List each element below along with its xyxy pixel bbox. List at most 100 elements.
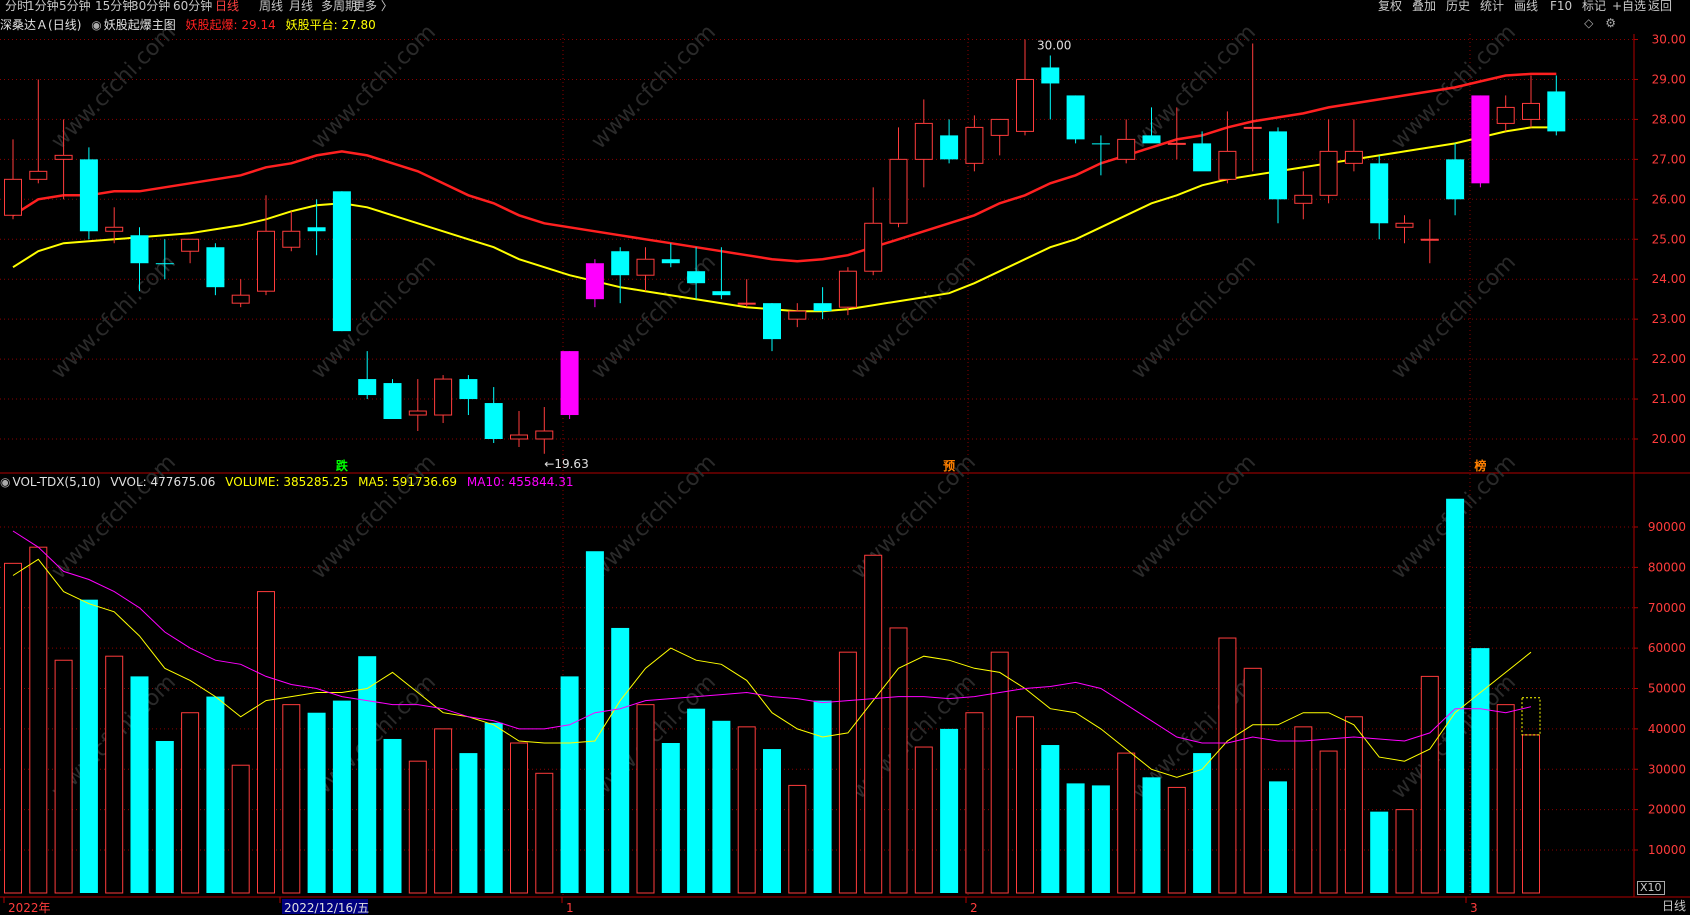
- volume-bar: [4, 562, 22, 894]
- period-label: (日线): [48, 18, 82, 32]
- toolbar-item[interactable]: 30分钟: [131, 0, 171, 13]
- candle: [257, 195, 275, 296]
- candle-body: [231, 294, 250, 304]
- candle: [1041, 55, 1060, 120]
- candle: [383, 379, 402, 420]
- toolbar-item[interactable]: 60分钟: [173, 0, 213, 13]
- signal-marker: 榜: [1474, 458, 1486, 473]
- ma5-line: [12, 558, 1532, 778]
- price-y-tick-label: 25.00: [1652, 232, 1686, 246]
- candle: [54, 119, 73, 200]
- candle-body: [1218, 150, 1237, 180]
- candle: [585, 259, 604, 308]
- volume-y-tick-label: 90000: [1648, 520, 1686, 534]
- candle-body: [940, 135, 959, 160]
- volume-y-tick-label: 10000: [1648, 843, 1686, 857]
- volume-panel: [4, 498, 1541, 894]
- x-tick-label: 3: [1470, 901, 1478, 915]
- candle: [1243, 43, 1262, 172]
- toolbar-item[interactable]: 历史: [1446, 0, 1471, 13]
- volume-y-tick-label: 40000: [1648, 722, 1686, 736]
- candle: [864, 187, 883, 276]
- volume-bar: [687, 708, 706, 893]
- toolbar-item[interactable]: +自选: [1612, 0, 1647, 13]
- candle-body: [459, 379, 478, 400]
- volume-bar: [712, 720, 731, 893]
- candle-body: [1344, 150, 1363, 164]
- candle-body: [1420, 238, 1439, 241]
- toolbar-item[interactable]: 日线: [215, 0, 240, 13]
- candle-body: [838, 270, 857, 308]
- toolbar-item[interactable]: 多周期: [321, 0, 358, 13]
- volume-bar: [358, 656, 377, 893]
- toolbar-item[interactable]: 1分钟: [27, 0, 59, 13]
- watermark-text: www.cfchi.com: [587, 20, 721, 154]
- toolbar-item[interactable]: 周线: [259, 0, 284, 13]
- volume-bar: [1496, 704, 1515, 894]
- vvol-estimate-outline: [1521, 697, 1541, 736]
- volume-bar: [1142, 777, 1161, 893]
- candle: [1193, 131, 1212, 172]
- price-panel: 30.00 ←19.63 跌 预 榜: [4, 39, 1566, 473]
- volume-bar: [1117, 752, 1136, 894]
- price-annotation: 30.00: [1037, 39, 1071, 53]
- volume-bar: [965, 712, 984, 894]
- candle: [434, 375, 453, 424]
- volume-bar: [560, 676, 579, 893]
- toolbar-item[interactable]: 叠加: [1412, 0, 1437, 13]
- candle: [813, 287, 832, 320]
- candle: [1446, 143, 1465, 216]
- candle-body: [1496, 106, 1515, 124]
- candle-body: [1243, 126, 1262, 129]
- settings-icon[interactable]: ◉: [91, 18, 102, 32]
- candle: [763, 303, 781, 352]
- watermark-text: www.cfchi.com: [47, 20, 181, 154]
- diamond-icon[interactable]: ◇: [1584, 16, 1594, 30]
- candle-body: [687, 271, 706, 284]
- volume-bar: [510, 742, 528, 894]
- candle: [181, 238, 200, 264]
- volume-bar: [636, 704, 655, 894]
- toolbar-item[interactable]: 复权: [1378, 0, 1403, 13]
- toolbar-item[interactable]: 画线: [1514, 0, 1539, 13]
- toolbar-item[interactable]: 15分钟: [95, 0, 135, 13]
- toolbar-item[interactable]: F10: [1550, 0, 1573, 13]
- volume-bar: [231, 764, 250, 894]
- candle: [130, 227, 149, 292]
- top-toolbar: 分时 1分钟 5分钟 15分钟 30分钟 60分钟 日线 周线 月线 多周期 更多 〉 复权 叠加 历史统…: [0, 0, 1690, 14]
- toolbar-item[interactable]: 分时: [5, 0, 30, 13]
- indicator-name[interactable]: 妖股起爆主图: [103, 18, 176, 32]
- candle-body: [611, 251, 630, 276]
- candle-body: [155, 263, 174, 265]
- candle-body: [383, 383, 402, 420]
- candle-body: [1269, 131, 1287, 200]
- watermark-text: www.cfchi.com: [307, 450, 441, 584]
- candle: [29, 79, 48, 184]
- volume-bar: [1091, 785, 1110, 893]
- toolbar-item[interactable]: 返回: [1648, 0, 1673, 13]
- volume-bar: [1066, 783, 1085, 893]
- candle-body: [181, 238, 200, 252]
- volume-bar: [181, 712, 200, 894]
- volume-value: VOLUME: 385285.25: [225, 475, 349, 489]
- candle-body: [737, 302, 756, 305]
- candle-body: [1016, 78, 1034, 132]
- settings-gear-icon[interactable]: ⚙: [1605, 16, 1616, 30]
- settings-icon[interactable]: ◉: [0, 475, 11, 489]
- volume-bar: [1395, 809, 1414, 894]
- vol-indicator-name[interactable]: VOL-TDX(5,10): [12, 475, 101, 489]
- toolbar-item[interactable]: 5分钟: [59, 0, 91, 13]
- volume-bar: [990, 651, 1009, 894]
- candle: [1091, 135, 1110, 176]
- toolbar-item[interactable]: 更多 〉: [353, 0, 393, 13]
- toolbar-item[interactable]: 月线: [289, 0, 314, 13]
- toolbar-item[interactable]: 统计: [1480, 0, 1505, 13]
- candle: [1370, 155, 1389, 240]
- candle: [307, 199, 326, 256]
- volume-bar: [459, 753, 478, 893]
- toolbar-item[interactable]: 标记: [1582, 0, 1607, 13]
- candle: [914, 99, 933, 188]
- volume-bar: [1446, 498, 1465, 893]
- candle: [1496, 95, 1515, 132]
